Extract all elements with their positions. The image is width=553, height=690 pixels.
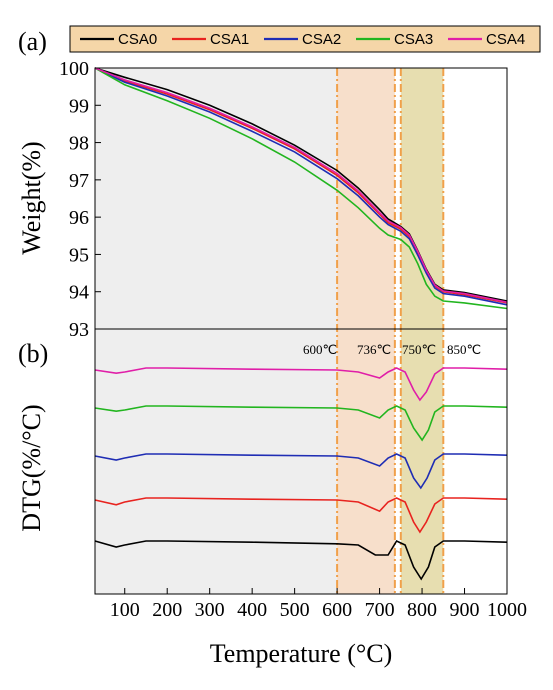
x-tick-label: 400 xyxy=(237,599,267,621)
y-tick-label: 93 xyxy=(69,319,89,341)
shaded-background xyxy=(95,68,338,594)
legend-label-csa2: CSA2 xyxy=(302,31,341,48)
y-axis-title-b: DTG(%/°C) xyxy=(17,404,46,531)
temperature-annotation: 600℃ xyxy=(303,342,337,357)
dtg-curve-csa3 xyxy=(94,405,508,442)
x-tick-label: 300 xyxy=(195,599,225,621)
dtg-curve-csa4 xyxy=(94,367,508,402)
y-axis-title-a: Weight(%) xyxy=(17,141,46,254)
dtg-curve-csa0 xyxy=(94,539,508,581)
highlight-region-1 xyxy=(400,68,444,594)
x-tick-label: 500 xyxy=(280,599,310,621)
legend-label-csa0: CSA0 xyxy=(118,31,157,48)
x-tick-label: 600 xyxy=(322,599,352,621)
x-tick-label: 900 xyxy=(450,599,480,621)
y-tick-label: 98 xyxy=(69,133,89,155)
tga-curve-csa1 xyxy=(94,67,508,304)
legend-label-csa3: CSA3 xyxy=(394,31,433,48)
highlight-region-0 xyxy=(337,68,395,594)
legend: CSA0 CSA1 CSA2 CSA3 CSA4 xyxy=(69,25,541,53)
dtg-curve-csa1 xyxy=(94,497,508,534)
dtg-curve-csa2 xyxy=(94,453,508,490)
panel-a-label: (a) xyxy=(18,27,47,56)
x-tick-label: 800 xyxy=(407,599,437,621)
temperature-annotation: 736℃ xyxy=(357,342,391,357)
x-tick-label: 100 xyxy=(110,599,140,621)
tga-curve-csa2 xyxy=(94,67,508,306)
legend-label-csa1: CSA1 xyxy=(210,31,249,48)
y-tick-label: 99 xyxy=(69,95,89,117)
tga-curve-csa4 xyxy=(94,67,508,303)
x-tick-label: 1000 xyxy=(487,599,527,621)
x-axis-title: Temperature (°C) xyxy=(210,639,393,668)
y-tick-label: 94 xyxy=(69,282,89,304)
y-tick-label: 95 xyxy=(69,244,89,266)
temperature-annotation: 750℃ xyxy=(402,342,436,357)
y-tick-label: 96 xyxy=(69,207,89,229)
legend-label-csa4: CSA4 xyxy=(486,31,525,48)
panel-b-frame xyxy=(94,328,508,595)
tga-curve-csa3 xyxy=(94,67,508,310)
y-tick-label: 97 xyxy=(69,170,89,192)
temperature-annotation: 850℃ xyxy=(447,342,481,357)
y-tick-label: 100 xyxy=(59,58,89,80)
x-tick-label: 700 xyxy=(365,599,395,621)
panel-b-label: (b) xyxy=(18,339,48,368)
x-tick-label: 200 xyxy=(152,599,182,621)
